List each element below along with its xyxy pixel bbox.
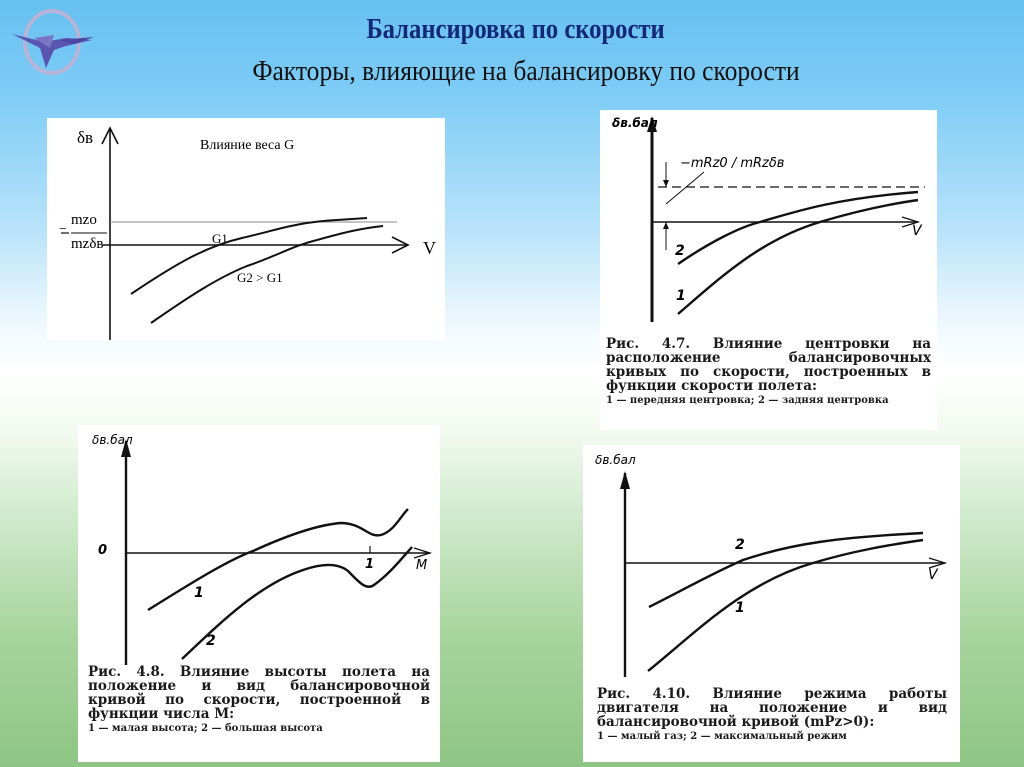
y-axis-label: δв.бал xyxy=(612,116,658,130)
y-axis-label: δв.бал xyxy=(595,453,636,467)
ref-line-denominator: mzδв xyxy=(71,236,104,252)
figure-caption: Рис. 4.7. Влияние центровки на расположе… xyxy=(606,337,931,407)
ref-line-numerator: mzo xyxy=(71,212,97,228)
curve-label-2: 2 xyxy=(675,243,685,259)
caption-text: Рис. 4.7. Влияние центровки на расположе… xyxy=(606,336,931,394)
ref-line-sign: − xyxy=(59,222,67,237)
aviation-institute-logo-icon xyxy=(12,9,94,75)
caption-legend: 1 — малая высота; 2 — большая высота xyxy=(88,723,323,734)
curve-label-1: 1 xyxy=(735,600,745,616)
page-title: Балансировка по скорости xyxy=(366,14,666,45)
curve-label-1: 1 xyxy=(194,585,204,601)
figure-caption: Рис. 4.8. Влияние высоты полета на полож… xyxy=(88,665,430,735)
figure-weight-influence: δв Влияние веса G V − mzo mzδв G1 G2 > G… xyxy=(47,118,445,340)
figure-4-10-engine-mode-influence: δв.бал V 2 1 Рис. 4.10. Влияние режима р… xyxy=(583,445,960,762)
caption-text: Рис. 4.10. Влияние режима работы двигате… xyxy=(597,686,947,730)
caption-legend: 1 — передняя центровка; 2 — задняя центр… xyxy=(606,395,889,406)
curve-label-g1: G1 xyxy=(212,231,228,246)
curve-label-2: 2 xyxy=(735,537,745,553)
x-axis-label: V xyxy=(928,567,938,583)
figure-4-8-altitude-influence: δв.бал 0 1 M 1 2 Рис. 4.8. Влияние высот… xyxy=(78,425,440,762)
figure-caption: Рис. 4.10. Влияние режима работы двигате… xyxy=(597,687,947,743)
y-axis-label: δв.бал xyxy=(92,433,133,447)
caption-legend: 1 — малый газ; 2 — максимальный режим xyxy=(597,731,847,742)
origin-label: 0 xyxy=(98,543,108,558)
curve-label-1: 1 xyxy=(676,288,686,304)
y-axis-label: δв xyxy=(77,128,94,147)
curve-label-g2: G2 > G1 xyxy=(237,270,283,285)
curve-label-2: 2 xyxy=(206,633,216,649)
caption-text: Рис. 4.8. Влияние высоты полета на полож… xyxy=(88,664,430,722)
x-axis-label: V xyxy=(423,238,436,258)
figure-title: Влияние веса G xyxy=(200,138,295,153)
x-axis-label: M xyxy=(416,558,428,573)
page-subtitle: Факторы, влияющие на балансировку по ско… xyxy=(252,55,800,87)
figure-4-7-cg-influence: δв.бал −mRz0 / mRzδв V 2 1 Рис. 4.7. Вли… xyxy=(600,110,937,430)
x-tick-label: 1 xyxy=(365,557,375,572)
x-axis-label: V xyxy=(912,223,922,239)
offset-annotation: −mRz0 / mRzδв xyxy=(680,156,785,171)
